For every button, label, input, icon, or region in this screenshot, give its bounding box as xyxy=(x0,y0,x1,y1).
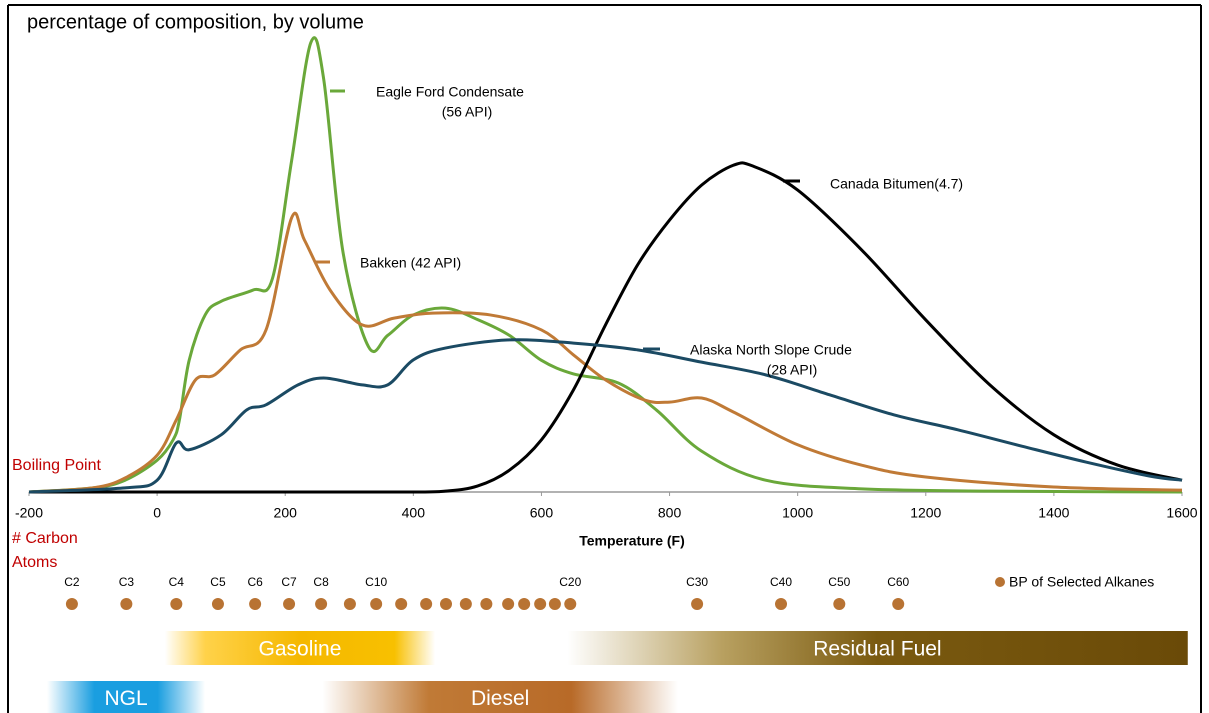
fuel-label: Diesel xyxy=(471,687,529,710)
series-line xyxy=(28,211,1183,494)
x-tick-label: 1400 xyxy=(1038,505,1069,521)
alkane-dot xyxy=(502,598,515,610)
alkane-label: C40 xyxy=(770,575,792,589)
fuel-band xyxy=(164,631,436,665)
alkane-label: C3 xyxy=(119,575,135,589)
legend-label: BP of Selected Alkanes xyxy=(1009,574,1154,590)
chart-title: percentage of composition, by volume xyxy=(27,11,364,33)
alkane-dot xyxy=(548,598,561,610)
x-tick-label: 0 xyxy=(153,505,161,521)
alkane-label: C20 xyxy=(559,575,581,589)
alkane-dot xyxy=(892,598,905,610)
series-label: Bakken (42 API) xyxy=(360,255,461,271)
series-label: (56 API) xyxy=(442,104,493,120)
x-tick-label: 200 xyxy=(274,505,298,521)
fuel-band xyxy=(46,681,206,713)
alkane-dot xyxy=(170,598,183,610)
series-label: Alaska North Slope Crude xyxy=(690,342,852,358)
alkane-label: C2 xyxy=(64,575,80,589)
x-tick-label: -200 xyxy=(15,505,43,521)
series-label: Canada Bitumen(4.7) xyxy=(830,176,963,192)
carbon-label: # Carbon xyxy=(12,530,78,547)
x-tick-label: 1600 xyxy=(1166,505,1197,521)
fuel-band xyxy=(567,631,1188,665)
alkane-dot xyxy=(370,598,383,610)
alkane-dot xyxy=(249,598,262,610)
fuel-band xyxy=(322,681,678,713)
x-tick-label: 1200 xyxy=(910,505,941,521)
alkane-dot xyxy=(283,598,296,610)
series-label: (28 API) xyxy=(767,362,818,378)
alkane-dot xyxy=(120,598,133,610)
alkane-dot xyxy=(459,598,472,610)
alkane-label: C8 xyxy=(313,575,329,589)
alkane-dot xyxy=(564,598,577,610)
alkane-label: C5 xyxy=(210,575,226,589)
series-label: Eagle Ford Condensate xyxy=(376,84,524,100)
fuel-label: Residual Fuel xyxy=(813,638,941,661)
alkane-label: C60 xyxy=(887,575,909,589)
alkane-dot xyxy=(480,598,493,610)
series-line xyxy=(28,338,1183,494)
carbon-label: Atoms xyxy=(12,554,57,571)
alkane-dot xyxy=(420,598,433,610)
alkane-dot xyxy=(833,598,846,610)
alkane-dot xyxy=(440,598,453,610)
alkane-dot xyxy=(315,598,328,610)
alkane-dot xyxy=(65,598,78,610)
boiling-point-label: Boiling Point xyxy=(12,457,102,474)
series-line xyxy=(28,36,1183,494)
alkane-dot xyxy=(691,598,704,610)
alkane-label: C50 xyxy=(828,575,850,589)
x-tick-label: 400 xyxy=(402,505,426,521)
alkane-label: C10 xyxy=(365,575,387,589)
x-axis-label: Temperature (F) xyxy=(579,533,685,549)
alkane-dot xyxy=(395,598,408,610)
alkane-label: C7 xyxy=(281,575,297,589)
fuel-label: Gasoline xyxy=(259,638,342,661)
alkane-dot xyxy=(534,598,547,610)
x-tick-label: 1000 xyxy=(782,505,813,521)
series-line xyxy=(28,161,1183,494)
alkane-label: C6 xyxy=(247,575,263,589)
alkane-dot xyxy=(775,598,788,610)
alkane-label: C30 xyxy=(686,575,708,589)
alkane-dot xyxy=(343,598,356,610)
alkane-dot xyxy=(211,598,224,610)
fuel-label: NGL xyxy=(104,687,147,710)
alkane-dot xyxy=(518,598,531,610)
alkane-label: C4 xyxy=(169,575,185,589)
x-tick-label: 600 xyxy=(530,505,554,521)
legend-dot xyxy=(995,577,1005,587)
x-tick-label: 800 xyxy=(658,505,682,521)
